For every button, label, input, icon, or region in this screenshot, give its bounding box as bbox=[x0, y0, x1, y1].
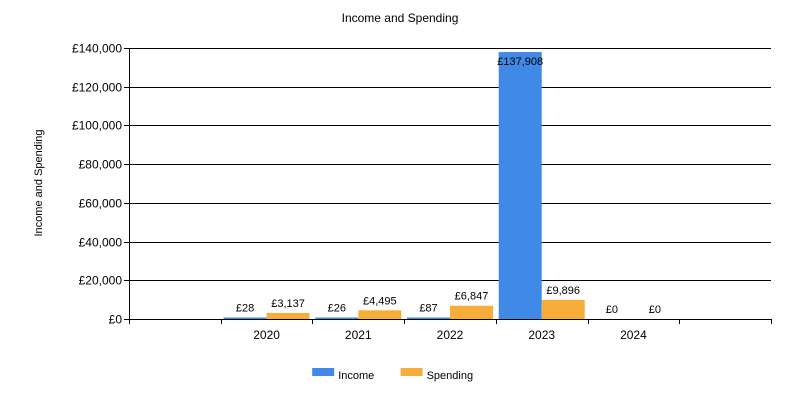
data-label-income: £28 bbox=[236, 303, 254, 315]
x-tick-label: 2022 bbox=[437, 328, 464, 342]
data-label-spending: £9,896 bbox=[546, 285, 580, 297]
legend-label-spending: Spending bbox=[427, 370, 474, 382]
bar-spending bbox=[358, 310, 402, 319]
data-label-income: £87 bbox=[419, 303, 437, 315]
axes: £0 £20,000 £40,000 £60,000 £80,000 £100,000 £1… bbox=[72, 42, 772, 342]
data-label-spending: £4,495 bbox=[363, 295, 397, 307]
data-labels: £28 £26 £87 £137,908 £0 £3,137 £4,495 £6,847 £9,… bbox=[236, 56, 661, 316]
data-label-income: £0 bbox=[606, 304, 618, 316]
x-tick-label: 2020 bbox=[253, 328, 280, 342]
bar-income bbox=[498, 52, 542, 320]
bar-income bbox=[223, 317, 267, 319]
data-label-income: £137,908 bbox=[497, 56, 543, 68]
y-tick-label: £120,000 bbox=[72, 81, 122, 95]
bar-income bbox=[407, 317, 450, 319]
x-tick-label: 2024 bbox=[620, 328, 647, 342]
data-label-spending: £3,137 bbox=[271, 298, 305, 310]
data-label-income: £26 bbox=[328, 303, 346, 315]
y-tick-label: £20,000 bbox=[79, 274, 123, 288]
bar-spending bbox=[266, 312, 310, 319]
y-tick-label: £80,000 bbox=[79, 158, 123, 172]
y-tick-label: £100,000 bbox=[72, 119, 122, 133]
legend-swatch-spending bbox=[400, 368, 423, 376]
y-tick-label: £40,000 bbox=[79, 236, 123, 250]
bar-income bbox=[315, 317, 359, 319]
legend-swatch-income bbox=[312, 368, 335, 376]
chart-title: Income and Spending bbox=[342, 11, 459, 25]
y-axis-label: Income and Spending bbox=[33, 129, 45, 236]
bar-spending bbox=[541, 299, 585, 319]
bars bbox=[223, 52, 585, 320]
gridlines bbox=[129, 48, 771, 281]
y-tick-label: £60,000 bbox=[79, 197, 123, 211]
bar-spending bbox=[450, 305, 493, 319]
y-tick-label: £140,000 bbox=[72, 42, 122, 56]
y-tick-label: £0 bbox=[109, 313, 123, 327]
x-tick-label: 2023 bbox=[528, 328, 555, 342]
legend-label-income: Income bbox=[338, 370, 374, 382]
legend: Income Spending bbox=[312, 368, 473, 382]
x-tick-label: 2021 bbox=[345, 328, 372, 342]
data-label-spending: £6,847 bbox=[455, 291, 489, 303]
data-label-spending: £0 bbox=[649, 304, 661, 316]
